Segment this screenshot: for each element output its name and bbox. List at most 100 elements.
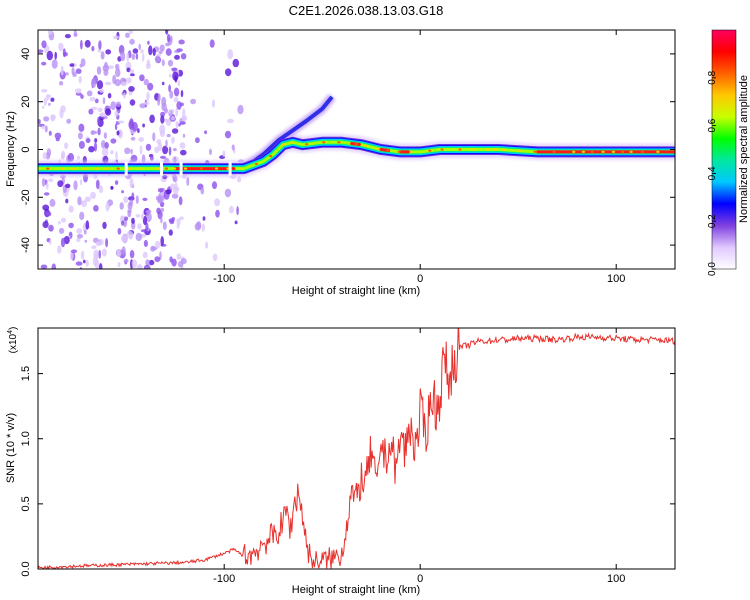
noise-blob	[64, 34, 71, 39]
spectrogram-heat-layer	[38, 30, 675, 269]
noise-blob	[171, 128, 179, 134]
noise-blob	[130, 136, 136, 141]
noise-blob	[170, 116, 176, 121]
noise-blob	[82, 259, 86, 264]
branch-track	[242, 95, 334, 171]
noise-blob	[91, 106, 98, 110]
noise-blob	[96, 80, 104, 90]
noise-blob	[169, 90, 174, 99]
noise-blob	[145, 222, 149, 232]
noise-blob	[85, 138, 91, 144]
noise-blob	[97, 49, 102, 53]
noise-blob	[120, 51, 126, 62]
track-speckle	[493, 148, 497, 151]
snr-x-tick-label: -100	[213, 573, 235, 585]
noise-blob	[110, 186, 114, 190]
noise-blob	[50, 114, 56, 120]
track-speckle	[354, 143, 358, 146]
noise-blob	[176, 218, 181, 226]
noise-blob	[46, 181, 49, 190]
noise-blob	[168, 84, 172, 93]
noise-blob	[154, 240, 161, 249]
noise-blob	[140, 49, 144, 54]
track-speckle	[60, 167, 64, 170]
snr-y-tick-label: 0.5	[20, 496, 32, 511]
noise-blob	[46, 50, 53, 61]
track-speckle	[116, 167, 120, 170]
chart-title: C2E1.2026.038.13.03.G18	[289, 3, 444, 18]
colorbar-tick-label: 0.2	[707, 214, 718, 228]
noise-blob	[152, 132, 156, 142]
noise-blob	[94, 259, 100, 269]
noise-blob	[118, 129, 123, 139]
noise-blob	[161, 102, 167, 112]
noise-blob	[77, 196, 82, 206]
noise-blob	[49, 239, 52, 245]
noise-blob	[160, 207, 165, 213]
noise-blob	[58, 227, 65, 234]
noise-blob	[102, 221, 107, 229]
noise-blob	[79, 211, 85, 221]
track-speckle	[629, 150, 633, 153]
noise-blob	[131, 192, 135, 201]
noise-blob	[176, 253, 182, 261]
noise-blob	[98, 40, 102, 50]
noise-blob	[73, 180, 78, 191]
noise-blob	[141, 212, 144, 220]
noise-blob	[179, 102, 184, 107]
track-speckle	[95, 167, 99, 170]
spectrogram-noise	[38, 30, 245, 269]
noise-blob	[58, 42, 64, 52]
noise-blob	[195, 137, 200, 144]
noise-blob	[116, 249, 121, 258]
noise-blob	[100, 112, 104, 117]
noise-blob	[204, 130, 208, 135]
noise-blob	[135, 195, 139, 204]
noise-blob	[43, 116, 50, 122]
noise-blob	[97, 116, 101, 125]
colorbar-ticks: 0.0 0.2 0.4 0.6 0.8	[707, 70, 718, 276]
noise-blob	[173, 186, 179, 195]
noise-blob	[157, 93, 161, 103]
track-speckle	[601, 150, 605, 153]
noise-blob	[54, 51, 57, 60]
noise-blob	[222, 150, 226, 157]
noise-blob	[54, 132, 62, 139]
noise-blob	[84, 39, 91, 48]
noise-blob	[182, 133, 186, 138]
noise-blob	[57, 245, 62, 254]
colorbar-ramp	[711, 29, 737, 270]
noise-blob	[163, 118, 168, 123]
noise-blob	[173, 97, 179, 103]
noise-blob	[140, 229, 147, 233]
track-speckle	[254, 162, 259, 166]
noise-blob	[234, 220, 238, 225]
track-speckle	[386, 149, 390, 152]
noise-blob	[161, 59, 165, 67]
snr-x-axis-label: Height of straight line (km)	[292, 584, 420, 596]
noise-blob	[171, 193, 179, 199]
noise-blob	[175, 107, 179, 117]
noise-blob	[179, 121, 186, 125]
noise-blob	[135, 214, 141, 218]
noise-blob	[171, 136, 175, 144]
colorbar-tick-label: 0.0	[707, 262, 718, 276]
noise-blob	[117, 228, 122, 235]
noise-blob	[180, 258, 187, 265]
noise-blob	[201, 223, 205, 232]
noise-blob	[165, 139, 168, 148]
spectrogram-y-tick-label: 20	[20, 96, 32, 108]
noise-blob	[148, 259, 155, 266]
noise-blob	[145, 209, 152, 214]
noise-blob	[179, 142, 186, 149]
noise-blob	[78, 140, 85, 149]
noise-blob	[179, 216, 184, 220]
noise-blob	[175, 121, 179, 129]
noise-blob	[78, 75, 82, 84]
noise-blob	[51, 59, 58, 69]
noise-blob	[227, 118, 234, 124]
track-speckle	[640, 150, 645, 153]
noise-blob	[101, 248, 107, 257]
noise-blob	[96, 66, 102, 75]
